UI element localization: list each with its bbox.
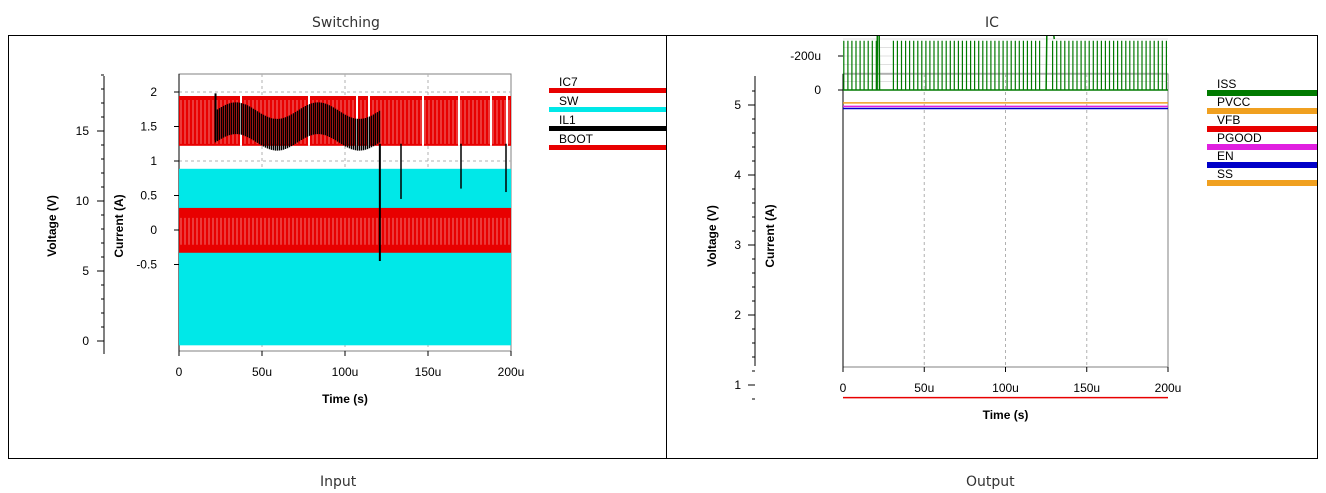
series-sw (179, 168, 511, 346)
legend-label: IC7 (559, 75, 578, 89)
voltage-tick-label: 1 (734, 378, 741, 392)
legend-label: SW (559, 94, 579, 108)
x-tick-label: 150u (415, 365, 442, 379)
x-axis-label: Time (s) (322, 392, 368, 406)
tab-ic[interactable]: IC (985, 15, 999, 31)
legend-swatch (1207, 144, 1317, 150)
legend-swatch (549, 88, 666, 93)
voltage-tick-label: 3 (734, 238, 741, 252)
voltage-tick-label: 10 (76, 194, 90, 208)
legend-swatch (549, 107, 666, 112)
x-tick-label: 100u (332, 365, 359, 379)
current-tick-label: -0.5 (136, 258, 157, 272)
legend-swatch (1207, 126, 1317, 132)
tab-switching[interactable]: Switching (312, 15, 380, 31)
x-tick-label: 0 (840, 381, 847, 395)
current-tick-label: 0.5 (140, 189, 157, 203)
current-tick-label: 1 (150, 154, 157, 168)
legend-label: PGOOD (1217, 131, 1262, 145)
ic-chart: 123450-200u-400u-600u-800u-1m-1.2m-1.4m-… (705, 36, 1317, 422)
legend-label: SS (1217, 167, 1233, 181)
tab-output[interactable]: Output (966, 474, 1015, 490)
current-axis-label: Current (A) (112, 194, 126, 257)
voltage-axis-label: Voltage (V) (45, 195, 59, 257)
legend-swatch (549, 145, 666, 150)
x-tick-label: 200u (498, 365, 525, 379)
legend-swatch (549, 126, 666, 131)
legend-swatch (1207, 162, 1317, 168)
current-tick-label: 1.5 (140, 120, 157, 134)
voltage-tick-label: 2 (734, 308, 741, 322)
switching-chart-panel: 0 5 10 15 -0.5 0 0.5 1 1.5 2 0 50u 100u 150u 200u Time … (8, 35, 667, 459)
ic-chart-panel: 123450-200u-400u-600u-800u-1m-1.2m-1.4m-… (666, 35, 1318, 459)
voltage-axis-label: Voltage (V) (705, 205, 719, 267)
voltage-tick-label: 5 (82, 264, 89, 278)
current-tick-label: 2 (150, 85, 157, 99)
x-tick-label: 100u (992, 381, 1019, 395)
voltage-tick-label: 15 (76, 124, 90, 138)
series-sw-low (179, 336, 511, 346)
legend-swatch (1207, 180, 1317, 186)
x-tick-label: 50u (252, 365, 272, 379)
voltage-tick-label: 5 (734, 98, 741, 112)
voltage-tick-label: 0 (82, 334, 89, 348)
legend-swatch (1207, 90, 1317, 96)
current-tick-label: 0 (150, 223, 157, 237)
voltage-tick-label: 4 (734, 168, 741, 182)
x-tick-label: 200u (1155, 381, 1182, 395)
x-axis-label: Time (s) (983, 408, 1029, 422)
tab-input[interactable]: Input (320, 474, 357, 490)
current-tick-label: 0 (814, 83, 821, 97)
switching-chart: 0 5 10 15 -0.5 0 0.5 1 1.5 2 0 50u 100u 150u 200u Time … (45, 73, 666, 406)
x-tick-label: 0 (176, 365, 183, 379)
x-tick-label: 150u (1073, 381, 1100, 395)
current-tick-label: -200u (790, 49, 821, 63)
legend-label: VFB (1217, 113, 1240, 127)
legend-label: IL1 (559, 113, 576, 127)
legend-swatch (1207, 108, 1317, 114)
legend-label: PVCC (1217, 95, 1251, 109)
legend-label: ISS (1217, 77, 1236, 91)
legend-label: BOOT (559, 132, 594, 146)
x-tick-label: 50u (914, 381, 934, 395)
legend-label: EN (1217, 149, 1234, 163)
current-axis-label: Current (A) (763, 204, 777, 267)
series-iss (843, 40, 1167, 90)
